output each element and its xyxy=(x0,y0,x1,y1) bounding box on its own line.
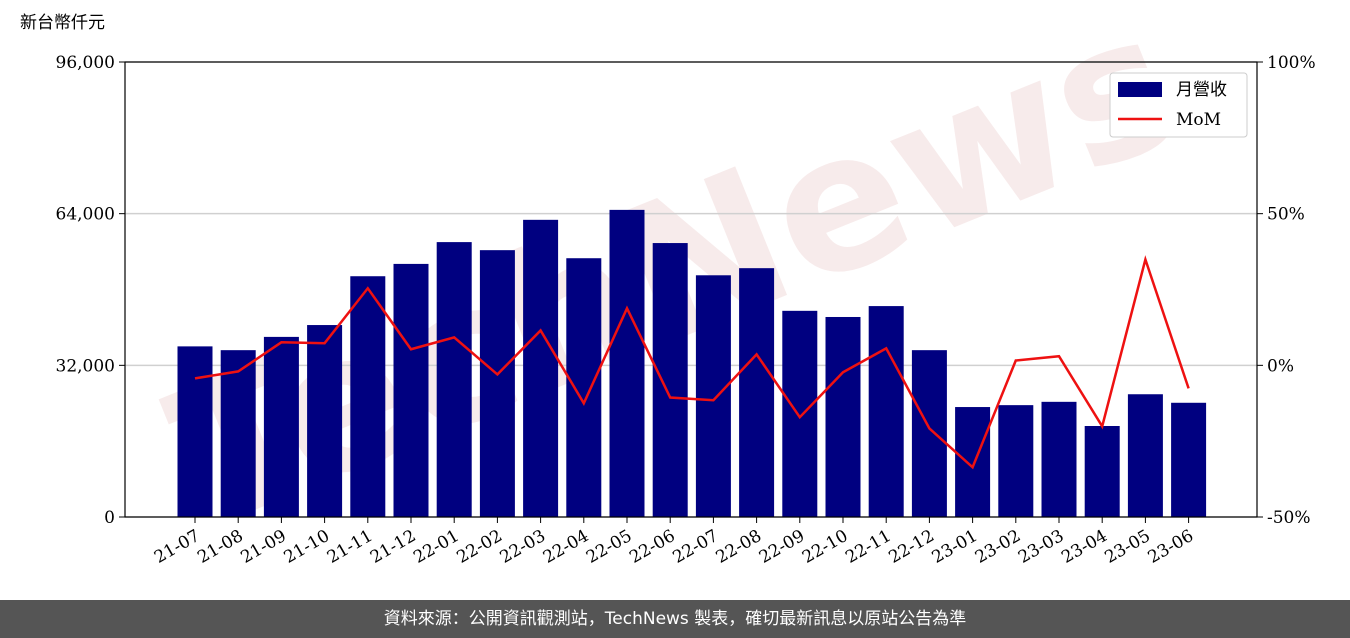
x-tick-label: 23-02 xyxy=(972,526,1024,568)
y2-tick-label: 100% xyxy=(1267,53,1316,73)
legend-label: MoM xyxy=(1176,110,1221,130)
legend-swatch xyxy=(1118,82,1162,97)
x-tick-label: 22-06 xyxy=(626,526,678,568)
bar xyxy=(652,243,688,518)
y2-tick-label: 0% xyxy=(1267,356,1294,376)
bar xyxy=(1171,402,1207,517)
bar xyxy=(220,350,256,517)
bar xyxy=(263,336,299,517)
y-tick-label: 96,000 xyxy=(56,53,115,73)
x-tick-label: 23-04 xyxy=(1058,526,1110,568)
y2-tick-label: -50% xyxy=(1267,508,1311,528)
x-tick-label: 23-05 xyxy=(1101,526,1153,568)
bar xyxy=(350,276,386,517)
bar xyxy=(911,350,947,517)
bar xyxy=(955,407,991,517)
x-tick-label: 22-10 xyxy=(799,526,851,568)
x-tick-label: 21-12 xyxy=(367,526,419,568)
x-tick-label: 22-11 xyxy=(842,526,894,568)
bar xyxy=(1084,426,1120,517)
bar xyxy=(307,325,343,517)
bar xyxy=(479,250,515,518)
x-tick-label: 22-09 xyxy=(756,526,808,568)
x-tick-label: 22-12 xyxy=(885,526,937,568)
y-tick-label: 64,000 xyxy=(56,205,115,225)
bar xyxy=(177,346,213,517)
footer: 資料來源：公開資訊觀測站，TechNews 製表，確切最新訊息以原站公告為準 xyxy=(0,600,1350,638)
y2-tick-label: 50% xyxy=(1267,205,1305,225)
x-tick-label: 22-01 xyxy=(410,526,462,568)
x-tick-label: 23-03 xyxy=(1015,526,1067,568)
bar xyxy=(523,219,559,517)
x-tick-label: 23-06 xyxy=(1145,526,1197,568)
bar xyxy=(566,258,602,517)
x-tick-label: 21-07 xyxy=(151,526,203,568)
x-tick-label: 22-08 xyxy=(713,526,765,568)
y-axis-label: 新台幣仟元 xyxy=(20,13,105,33)
chart: 新台幣仟元 TechNews 032,00064,00096,000-50%0%… xyxy=(20,0,1316,570)
x-tick-label: 23-01 xyxy=(929,526,981,568)
bar xyxy=(609,209,645,517)
x-tick-label: 22-07 xyxy=(669,526,721,568)
bar xyxy=(868,306,904,517)
y-tick-label: 32,000 xyxy=(56,356,115,376)
line xyxy=(194,255,1190,470)
bar xyxy=(695,275,731,517)
x-tick-label: 22-02 xyxy=(453,526,505,568)
bar xyxy=(782,310,818,517)
bar xyxy=(739,268,775,517)
plot-frame xyxy=(124,61,1258,518)
legend-label: 月營收 xyxy=(1176,80,1227,100)
y-tick-label: 0 xyxy=(104,508,115,528)
bar xyxy=(1127,394,1163,517)
x-tick-label: 21-11 xyxy=(324,526,376,568)
bar xyxy=(1041,401,1077,517)
x-tick-label: 22-03 xyxy=(497,526,549,568)
bar xyxy=(998,405,1034,517)
x-tick-label: 22-04 xyxy=(540,526,592,568)
x-tick-label: 22-05 xyxy=(583,526,635,568)
bar xyxy=(436,242,472,517)
bar xyxy=(825,316,861,517)
bar xyxy=(393,263,429,517)
